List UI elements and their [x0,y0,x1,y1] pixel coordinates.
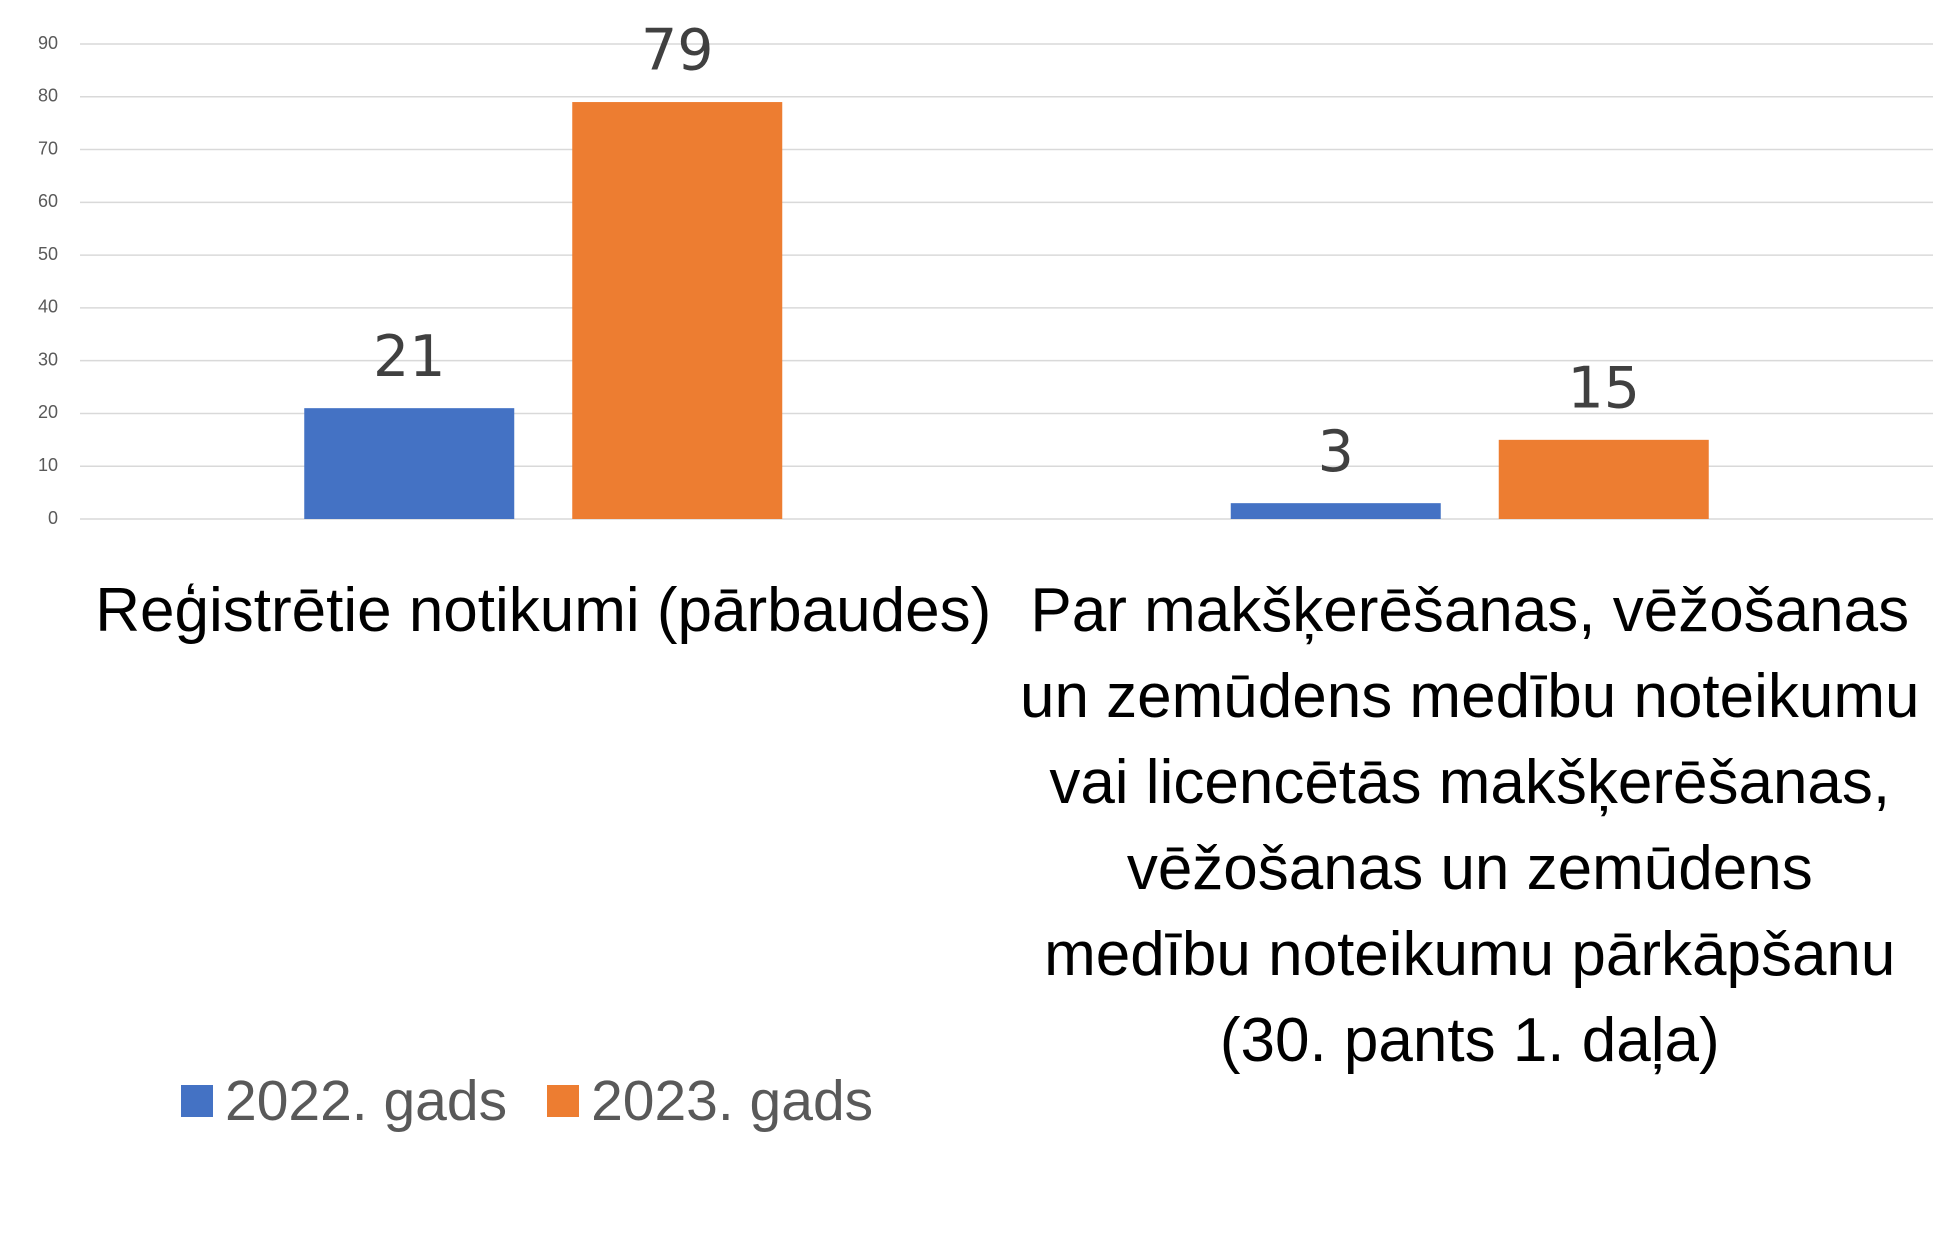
y-tick-label: 20 [38,402,58,422]
data-label: 21 [373,324,446,390]
legend-item: 2022. gads [181,1068,507,1134]
bar [1498,439,1709,519]
y-tick-label: 80 [38,86,58,106]
x-tick-label: Par makšķerēšanas, vēžošanas un zemūdens… [1019,576,1920,1075]
legend-swatch [181,1085,213,1117]
x-tick-label: Reģistrētie notikumi (pārbaudes) [95,576,992,645]
y-tick-label: 70 [38,138,58,158]
y-tick-label: 40 [38,297,58,317]
bar [572,102,783,520]
y-tick-label: 90 [38,33,58,53]
data-label: 15 [1567,355,1640,421]
data-label: 79 [641,18,714,84]
bar [304,408,515,519]
y-tick-label: 10 [38,455,58,475]
legend-label: 2023. gads [591,1069,874,1133]
legend-item: 2023. gads [547,1068,873,1134]
data-label: 3 [1318,419,1354,485]
y-tick-label: 30 [38,349,58,369]
legend-swatch [547,1085,580,1117]
y-tick-label: 0 [48,508,58,528]
y-tick-label: 60 [38,191,58,211]
legend: 2022. gads 2023. gads [181,1068,913,1134]
bar [1230,503,1441,519]
y-tick-label: 50 [38,244,58,264]
legend-label: 2022. gads [225,1069,508,1133]
